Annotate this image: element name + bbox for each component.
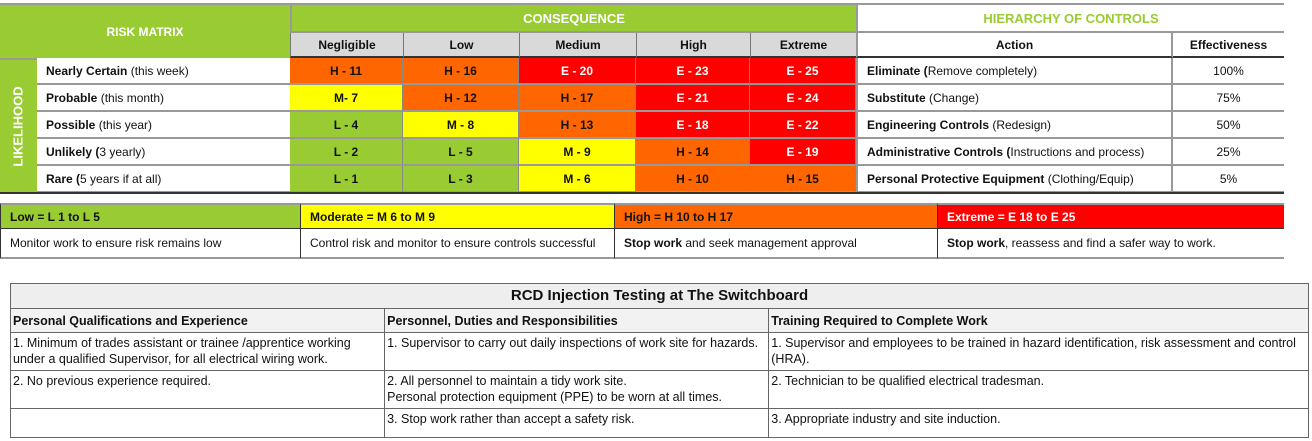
risk-cell: H - 17 [519,85,636,112]
task-column-header: Personnel, Duties and Responsibilities [384,308,770,333]
legend-description: Monitor work to ensure risk remains low [0,229,300,259]
control-effectiveness: 75% [1173,85,1284,112]
control-effectiveness: 5% [1173,166,1284,193]
likelihood-row-label: Possible (this year) [37,112,290,139]
consequence-high: High [636,33,750,58]
control-effectiveness: 50% [1173,112,1284,139]
legend-description: Stop work, reassess and find a safer way… [937,229,1284,259]
risk-cell: E - 18 [636,112,750,139]
risk-cell: L - 4 [290,112,403,139]
consequence-extreme: Extreme [750,33,856,58]
risk-cell: E - 25 [750,58,856,85]
legend-description: Stop work and seek management approval [614,229,937,259]
likelihood-row-label: Unlikely (3 yearly) [37,139,290,166]
control-action: Engineering Controls (Redesign) [856,112,1173,139]
legend-level: Extreme = E 18 to E 25 [937,203,1284,229]
task-cell: 1. Supervisor to carry out daily inspect… [384,332,770,371]
controls-title: HIERARCHY OF CONTROLS [856,3,1284,33]
likelihood-label: LIKELIHOOD [0,58,37,193]
effectiveness-header: Effectiveness [1173,33,1284,58]
risk-cell: L - 2 [290,139,403,166]
task-cell: 2. No previous experience required. [9,370,386,409]
risk-cell: E - 21 [636,85,750,112]
risk-cell: L - 1 [290,166,403,193]
risk-cell: E - 20 [519,58,636,85]
risk-matrix-title: RISK MATRIX [0,3,290,58]
risk-cell: H - 12 [403,85,519,112]
control-effectiveness: 25% [1173,139,1284,166]
risk-cell: H - 15 [750,166,856,193]
legend-level: High = H 10 to H 17 [614,203,937,229]
legend-level: Moderate = M 6 to M 9 [300,203,614,229]
legend-description: Control risk and monitor to ensure contr… [300,229,614,259]
task-cell: 3. Stop work rather than accept a safety… [384,408,770,438]
risk-cell: L - 5 [403,139,519,166]
consequence-header: CONSEQUENCE [290,3,856,33]
risk-cell: M - 6 [519,166,636,193]
task-cell: 1. Supervisor and employees to be traine… [768,332,1309,371]
task-cell: 2. All personnel to maintain a tidy work… [384,370,770,409]
task-cell [9,408,386,438]
control-action: Eliminate (Remove completely) [856,58,1173,85]
risk-cell: H - 14 [636,139,750,166]
consequence-medium: Medium [519,33,636,58]
legend-level: Low = L 1 to L 5 [0,203,300,229]
task-column-header: Personal Qualifications and Experience [9,308,386,333]
risk-cell: E - 23 [636,58,750,85]
task-cell: 3. Appropriate industry and site inducti… [768,408,1309,438]
control-action: Administrative Controls (Instructions an… [856,139,1173,166]
consequence-low: Low [403,33,519,58]
risk-cell: H - 13 [519,112,636,139]
consequence-negligible: Negligible [290,33,403,58]
task-cell: 1. Minimum of trades assistant or traine… [9,332,386,371]
action-header: Action [856,33,1173,58]
risk-cell: H - 16 [403,58,519,85]
likelihood-row-label: Nearly Certain (this week) [37,58,290,85]
risk-cell: M - 9 [519,139,636,166]
risk-cell: E - 22 [750,112,856,139]
risk-cell: E - 19 [750,139,856,166]
likelihood-row-label: Rare (5 years if at all) [37,166,290,193]
likelihood-row-label: Probable (this month) [37,85,290,112]
risk-cell: M - 8 [403,112,519,139]
task-column-header: Training Required to Complete Work [768,308,1309,333]
risk-cell: L - 3 [403,166,519,193]
risk-cell: E - 24 [750,85,856,112]
task-table: RCD Injection Testing at The Switchboard… [9,283,1309,438]
task-cell: 2. Technician to be qualified electrical… [768,370,1309,409]
risk-cell: H - 10 [636,166,750,193]
risk-cell: H - 11 [290,58,403,85]
task-title: RCD Injection Testing at The Switchboard [10,283,1309,309]
control-action: Substitute (Change) [856,85,1173,112]
risk-cell: M- 7 [290,85,403,112]
control-action: Personal Protective Equipment (Clothing/… [856,166,1173,193]
control-effectiveness: 100% [1173,58,1284,85]
